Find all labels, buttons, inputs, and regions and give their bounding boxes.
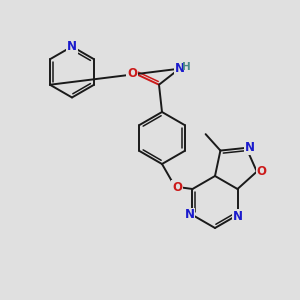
Text: O: O bbox=[172, 181, 182, 194]
Text: N: N bbox=[184, 208, 194, 221]
Text: N: N bbox=[67, 40, 77, 53]
Text: H: H bbox=[182, 62, 191, 72]
Text: N: N bbox=[245, 141, 255, 154]
Text: N: N bbox=[175, 62, 184, 75]
Text: N: N bbox=[232, 209, 242, 223]
Text: O: O bbox=[257, 165, 267, 178]
Text: O: O bbox=[128, 67, 137, 80]
